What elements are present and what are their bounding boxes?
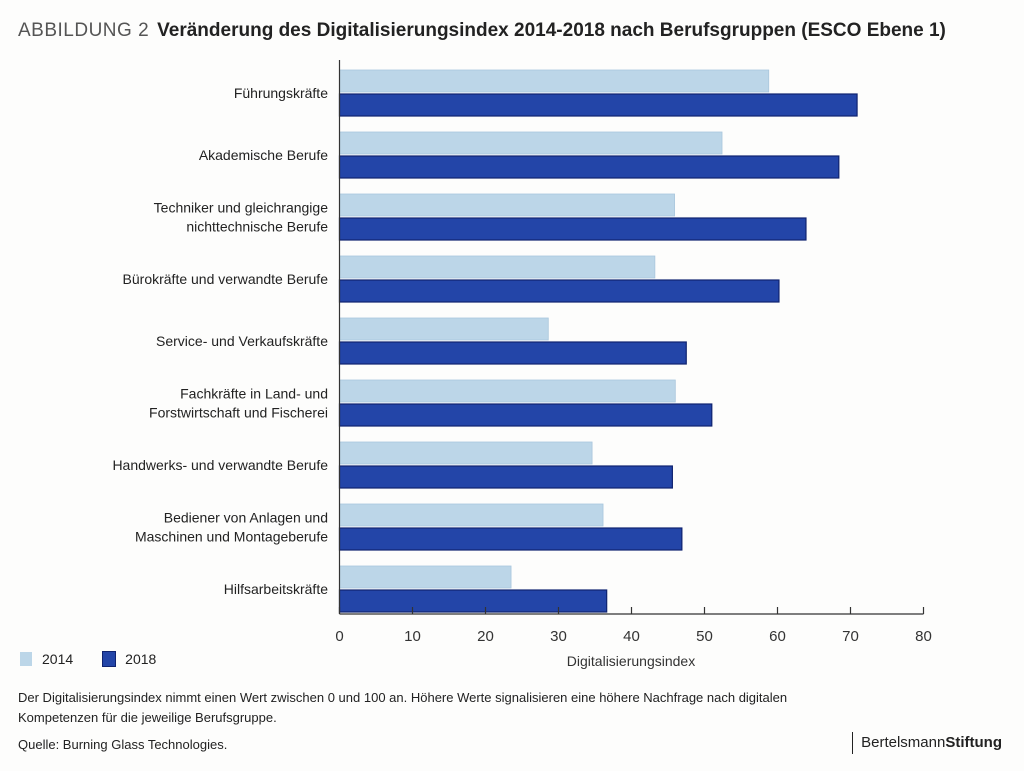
category-label: Fachkräfte in Land- und Forstwirtschaft u…	[149, 386, 328, 421]
category-label: Bürokräfte und verwandte Berufe	[123, 271, 329, 287]
x-tick-label: 80	[915, 628, 932, 645]
bar-chart: Führungskräfte Akademische Berufe Technike…	[112, 60, 932, 669]
bar-2018	[338, 217, 807, 241]
bar-2014	[339, 317, 549, 341]
x-tick-label: 50	[696, 628, 713, 645]
category-label-line: Fachkräfte in Land- und	[180, 386, 328, 402]
category-label: Techniker und gleichrangige nichttechnisc…	[154, 200, 329, 235]
bar-2018	[338, 279, 780, 303]
bar-2014	[339, 131, 723, 155]
category-label-line: Bediener von Anlagen und	[164, 510, 328, 526]
bar-2014	[339, 255, 656, 279]
category-label: Führungskräfte	[234, 85, 328, 101]
legend-item-2014: 2014	[20, 651, 73, 667]
bar-2018	[338, 403, 713, 427]
bar-2014	[339, 565, 512, 589]
brand-logo: BertelsmannStiftung	[852, 732, 1002, 754]
category-label-line: Führungskräfte	[234, 85, 328, 101]
bar-2014	[339, 69, 770, 93]
category-label-line: Hilfsarbeitskräfte	[224, 581, 328, 597]
category-label: Akademische Berufe	[199, 147, 328, 163]
category-label-line: Handwerks- und verwandte Berufe	[112, 457, 328, 473]
bar-2018	[338, 589, 608, 613]
bars-group	[338, 69, 858, 613]
legend-item-2018: 2018	[102, 651, 157, 667]
legend: 2014 2018	[20, 651, 156, 667]
legend-label-2014: 2014	[42, 651, 74, 667]
x-tick-label: 0	[335, 628, 343, 645]
bar-2014	[339, 379, 676, 403]
legend-swatch-2018	[102, 651, 117, 667]
category-label-line: Forstwirtschaft und Fischerei	[149, 405, 328, 421]
category-label-line: Bürokräfte und verwandte Berufe	[123, 271, 329, 287]
bar-2018	[338, 527, 683, 551]
x-axis-title: Digitalisierungsindex	[567, 653, 695, 669]
x-tick-label: 70	[842, 628, 859, 645]
x-tick-label: 30	[550, 628, 567, 645]
x-tick-label: 20	[477, 628, 494, 645]
bar-2014	[339, 193, 675, 217]
source-note: Quelle: Burning Glass Technologies.	[18, 737, 228, 752]
bar-2014	[339, 503, 604, 527]
figure-title: Veränderung des Digitalisierungsindex 20…	[157, 20, 946, 41]
category-label-line: Maschinen und Montageberufe	[135, 529, 328, 545]
chart-title: ABBILDUNG 2 Veränderung des Digitalisieru…	[18, 20, 946, 42]
category-label: Bediener von Anlagen und Maschinen und Mo…	[135, 510, 328, 545]
bar-2018	[338, 465, 673, 489]
legend-swatch-2014	[20, 652, 32, 666]
category-label-line: Service- und Verkaufskräfte	[156, 333, 328, 349]
category-label-line: Techniker und gleichrangige	[154, 200, 329, 216]
x-tick-label: 10	[404, 628, 421, 645]
legend-label-2018: 2018	[125, 651, 157, 667]
category-label-line: Akademische Berufe	[199, 147, 328, 163]
x-axis: 0 10 20 30 40 50 60 70 80	[335, 60, 932, 645]
bar-2014	[339, 441, 593, 465]
bar-2018	[338, 93, 858, 117]
footnote: Der Digitalisierungsindex nimmt einen We…	[18, 690, 788, 725]
bar-2018	[338, 341, 687, 365]
brand-bold: Stiftung	[945, 734, 1002, 751]
category-labels: Führungskräfte Akademische Berufe Technike…	[112, 85, 328, 597]
category-label: Handwerks- und verwandte Berufe	[112, 457, 328, 473]
category-label: Service- und Verkaufskräfte	[156, 333, 328, 349]
category-label-line: nichttechnische Berufe	[186, 219, 328, 235]
bar-2018	[338, 155, 840, 179]
x-tick-label: 60	[769, 628, 786, 645]
x-tick-label: 40	[623, 628, 640, 645]
category-label: Hilfsarbeitskräfte	[224, 581, 328, 597]
figure-label: ABBILDUNG 2	[18, 20, 150, 41]
brand-regular: Bertelsmann	[861, 734, 946, 751]
